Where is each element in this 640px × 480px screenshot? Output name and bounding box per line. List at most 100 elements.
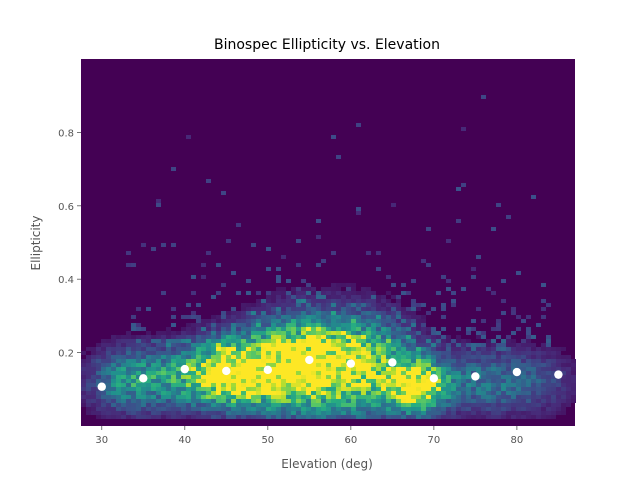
heatmap-cell xyxy=(376,347,381,351)
heatmap-cell xyxy=(346,375,351,379)
heatmap-cell xyxy=(276,387,281,391)
heatmap-cell xyxy=(551,395,556,399)
heatmap-cell xyxy=(546,359,551,363)
heatmap-cell xyxy=(381,343,386,347)
heatmap-cell xyxy=(191,343,196,347)
heatmap-cell xyxy=(141,411,146,415)
heatmap-cell xyxy=(351,303,356,307)
heatmap-cell xyxy=(426,263,431,267)
heatmap-cell xyxy=(311,399,316,403)
heatmap-cell xyxy=(286,355,291,359)
heatmap-cell xyxy=(166,371,171,375)
heatmap-cell xyxy=(301,335,306,339)
heatmap-cell xyxy=(496,203,501,207)
heatmap-cell xyxy=(466,351,471,355)
heatmap-cell xyxy=(441,379,446,383)
heatmap-cell xyxy=(331,283,336,287)
heatmap-cell xyxy=(376,339,381,343)
heatmap-cell xyxy=(286,331,291,335)
heatmap-cell xyxy=(116,383,121,387)
heatmap-cell xyxy=(246,303,251,307)
heatmap-cell xyxy=(361,331,366,335)
heatmap-cell xyxy=(551,355,556,359)
median-point xyxy=(554,370,563,379)
heatmap-cell xyxy=(426,351,431,355)
heatmap-cell xyxy=(196,383,201,387)
heatmap-cell xyxy=(236,383,241,387)
heatmap-cell xyxy=(121,395,126,399)
heatmap-cell xyxy=(126,415,131,419)
heatmap-cell xyxy=(231,379,236,383)
heatmap-cell xyxy=(376,355,381,359)
heatmap-cell xyxy=(221,351,226,355)
heatmap-cell xyxy=(331,299,336,303)
heatmap-cell xyxy=(191,331,196,335)
heatmap-cell xyxy=(216,347,221,351)
heatmap-cell xyxy=(541,399,546,403)
heatmap-cell xyxy=(251,403,256,407)
heatmap-cell xyxy=(216,399,221,403)
heatmap-cell xyxy=(506,399,511,403)
heatmap-cell xyxy=(496,323,501,327)
heatmap-cell xyxy=(281,307,286,311)
heatmap-cell xyxy=(536,395,541,399)
heatmap-cell xyxy=(171,403,176,407)
heatmap-cell xyxy=(556,395,561,399)
heatmap-cell xyxy=(536,379,541,383)
heatmap-cell xyxy=(241,379,246,383)
heatmap-cell xyxy=(466,395,471,399)
heatmap-cell xyxy=(216,395,221,399)
heatmap-cell xyxy=(506,339,511,343)
heatmap-cell xyxy=(516,355,521,359)
heatmap-cell xyxy=(201,323,206,327)
heatmap-cell xyxy=(381,375,386,379)
heatmap-cell xyxy=(156,399,161,403)
heatmap-cell xyxy=(336,327,341,331)
heatmap-cell xyxy=(316,347,321,351)
heatmap-cell xyxy=(151,367,156,371)
heatmap-cell xyxy=(566,403,571,407)
heatmap-cell xyxy=(276,319,281,323)
heatmap-cell xyxy=(206,411,211,415)
heatmap-cell xyxy=(356,363,361,367)
heatmap-cell xyxy=(496,391,501,395)
heatmap-cell xyxy=(146,307,151,311)
heatmap-cell xyxy=(346,351,351,355)
heatmap-cell xyxy=(201,371,206,375)
heatmap-cell xyxy=(421,331,426,335)
heatmap-cell xyxy=(431,371,436,375)
heatmap-cell xyxy=(361,395,366,399)
heatmap-cell xyxy=(211,331,216,335)
heatmap-cell xyxy=(346,339,351,343)
heatmap-cell xyxy=(316,379,321,383)
heatmap-cell xyxy=(481,343,486,347)
heatmap-cell xyxy=(146,343,151,347)
heatmap-cell xyxy=(286,327,291,331)
heatmap-cell xyxy=(241,339,246,343)
heatmap-cell xyxy=(271,343,276,347)
y-axis-ticks: 0.20.40.60.8 xyxy=(58,128,81,360)
heatmap-cell xyxy=(161,403,166,407)
heatmap-cell xyxy=(411,315,416,319)
heatmap-cell xyxy=(281,303,286,307)
heatmap-cell xyxy=(446,239,451,243)
heatmap-cell xyxy=(316,235,321,239)
heatmap-cell xyxy=(381,347,386,351)
heatmap-cell xyxy=(316,371,321,375)
heatmap-cell xyxy=(101,363,106,367)
heatmap-cell xyxy=(311,339,316,343)
heatmap-cell xyxy=(336,315,341,319)
heatmap-cell xyxy=(481,391,486,395)
heatmap-cell xyxy=(421,411,426,415)
heatmap-cell xyxy=(81,351,86,355)
heatmap-cell xyxy=(81,403,86,407)
heatmap-cell xyxy=(271,291,276,295)
heatmap-cell xyxy=(401,403,406,407)
heatmap-cell xyxy=(336,351,341,355)
heatmap-cell xyxy=(471,411,476,415)
chart-title: Binospec Ellipticity vs. Elevation xyxy=(214,37,440,53)
heatmap-cell xyxy=(406,331,411,335)
heatmap-cell xyxy=(396,395,401,399)
heatmap-cell xyxy=(411,371,416,375)
heatmap-cell xyxy=(416,339,421,343)
